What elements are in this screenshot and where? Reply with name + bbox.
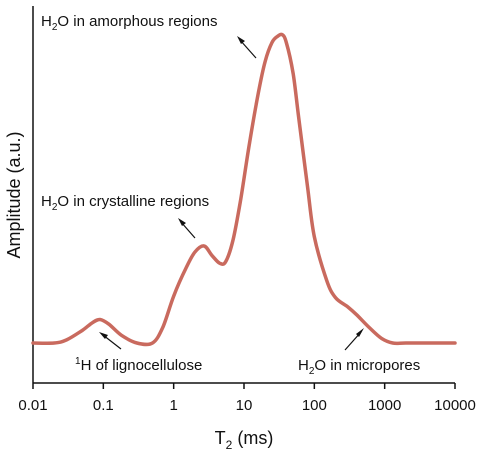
x-tick-labels: 0.01 0.1 1 10 100 1000 10000 [18, 397, 475, 414]
x-tick-label: 10 [236, 397, 253, 414]
arrow-micropores [344, 328, 364, 351]
x-tick-label: 10000 [434, 397, 476, 414]
x-tick-label: 0.01 [18, 397, 47, 414]
x-axis-label: T2 (ms) [215, 428, 274, 452]
x-tick-label: 1 [169, 397, 177, 414]
arrow-amorphous [237, 36, 257, 59]
arrow-crystalline [178, 218, 196, 239]
annotation-lignocellulose: 1H of lignocellulose [75, 356, 202, 374]
series-line [31, 32, 457, 347]
annotation-micropores: H2O in micropores [298, 357, 420, 377]
x-tick-label: 0.1 [93, 397, 114, 414]
x-ticks [32, 383, 456, 389]
x-tick-label: 1000 [368, 397, 401, 414]
y-axis-label: Amplitude (a.u.) [4, 131, 24, 258]
annotation-amorphous: H2O in amorphous regions [41, 13, 218, 33]
arrow-lignocellulose [99, 332, 122, 350]
annotation-crystalline: H2O in crystalline regions [41, 193, 209, 213]
x-tick-label: 100 [302, 397, 327, 414]
